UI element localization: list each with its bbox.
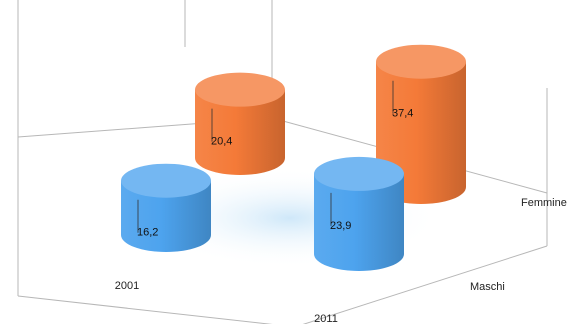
cylinder-top: [195, 72, 285, 107]
cylinder-femmine-2001: 20,4: [195, 72, 285, 175]
tick-label-series: Maschi: [470, 281, 505, 293]
tick-label-category: 2001: [115, 280, 139, 292]
frame-line: [302, 245, 548, 324]
data-label: 37,4: [392, 108, 413, 120]
cylinder-body: [195, 89, 285, 175]
cylinder-body: [121, 180, 211, 252]
cylinder-top: [376, 44, 466, 79]
frame-line: [17, 295, 273, 324]
data-label: 23,9: [330, 220, 351, 232]
data-label: 16,2: [137, 227, 158, 239]
data-label: 20,4: [211, 136, 232, 148]
cylinder-body: [314, 173, 404, 271]
cylinder-maschi-2011: 23,9: [314, 156, 404, 271]
cylinder-top: [121, 163, 211, 198]
cylinder-top: [314, 156, 404, 191]
tick-label-series: Femmine: [521, 197, 567, 209]
cylinder-maschi-2001: 16,2: [121, 163, 211, 252]
tick-label-category: 2011: [314, 313, 338, 324]
